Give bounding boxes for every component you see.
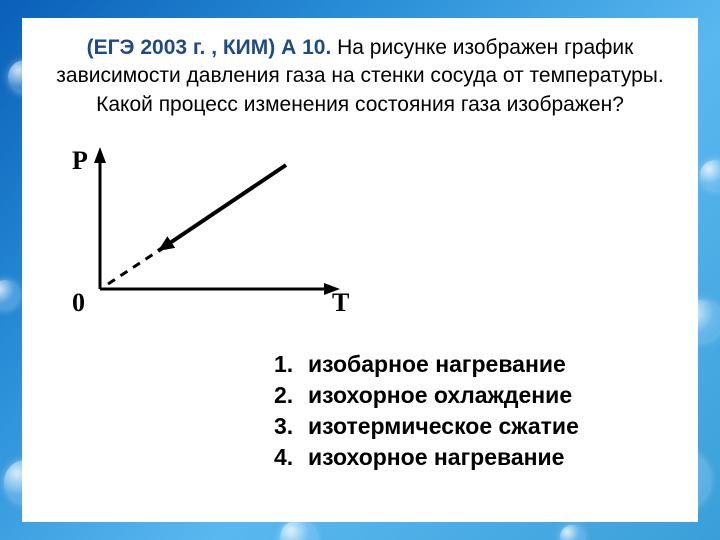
answer-list: 1.изобарное нагревание2.изохорное охлажд…	[274, 349, 666, 473]
title-prefix: (ЕГЭ 2003 г. , КИМ) А 10.	[87, 36, 332, 59]
answer-number: 3.	[274, 411, 308, 442]
svg-text:0: 0	[72, 288, 85, 317]
water-bubble	[280, 520, 316, 540]
answer-item: 4.изохорное нагревание	[274, 442, 666, 473]
pt-graph: P 0 T	[54, 131, 349, 321]
answer-text: изотермическое сжатие	[308, 411, 579, 442]
water-bubble	[700, 160, 720, 190]
water-bubble	[560, 525, 584, 540]
answer-item: 1.изобарное нагревание	[274, 349, 666, 380]
answer-item: 3.изотермическое сжатие	[274, 411, 666, 442]
answer-text: изобарное нагревание	[308, 349, 566, 380]
answer-text: изохорное охлаждение	[308, 380, 572, 411]
answer-number: 2.	[274, 380, 308, 411]
answer-number: 1.	[274, 349, 308, 380]
svg-text:P: P	[72, 146, 88, 175]
answer-number: 4.	[274, 442, 308, 473]
answer-item: 2.изохорное охлаждение	[274, 380, 666, 411]
water-bubble	[0, 280, 20, 310]
svg-text:T: T	[332, 288, 349, 317]
question-title: (ЕГЭ 2003 г. , КИМ) А 10. На рисунке изо…	[54, 34, 666, 119]
slide-content: (ЕГЭ 2003 г. , КИМ) А 10. На рисунке изо…	[22, 18, 698, 522]
answer-text: изохорное нагревание	[308, 442, 564, 473]
